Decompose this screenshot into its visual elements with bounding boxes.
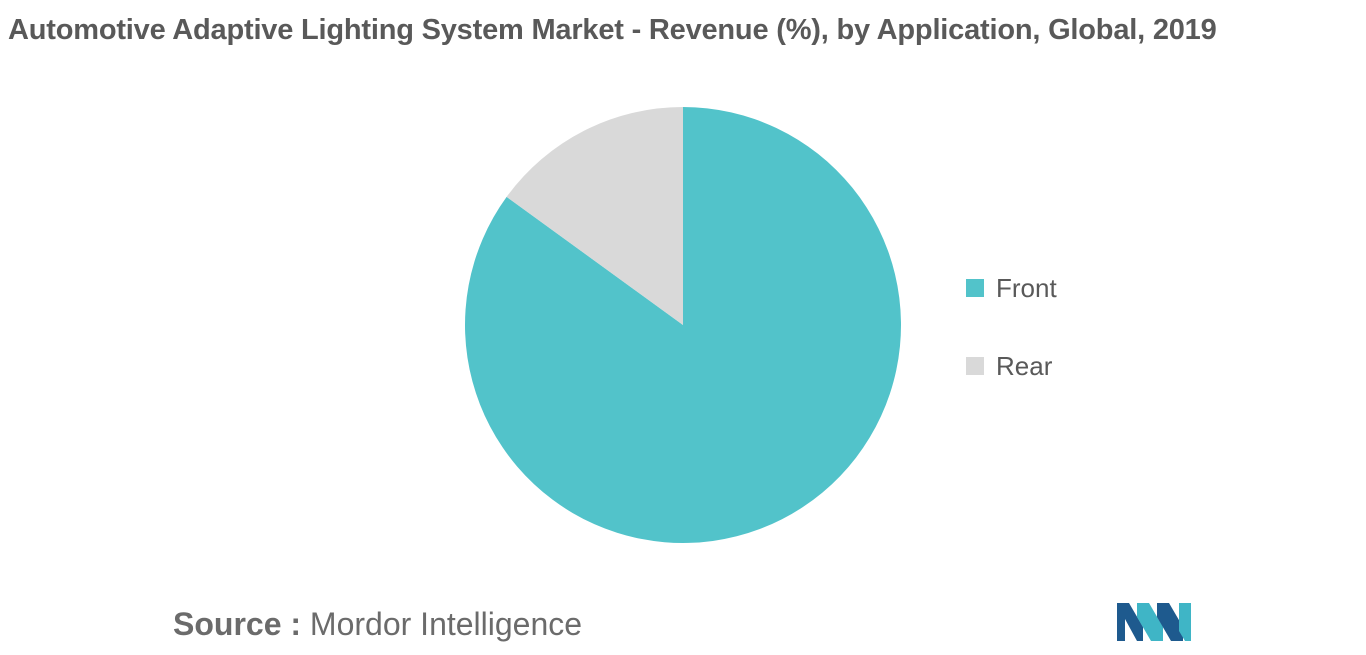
pie-slice-rear	[506, 106, 683, 325]
legend-swatch-front	[966, 279, 984, 297]
pie-slice-front	[464, 107, 901, 544]
legend-swatch-rear	[966, 357, 984, 375]
source-text: Mordor Intelligence	[309, 606, 583, 642]
chart-title: Automotive Adaptive Lighting System Mark…	[8, 14, 1217, 46]
legend-label-rear: Rear	[996, 350, 1053, 381]
source-label: Source :	[173, 606, 302, 642]
source-note: Source : Mordor Intelligence	[173, 606, 582, 643]
legend-item-rear: Rear	[966, 346, 1057, 386]
legend-label-front: Front	[996, 272, 1057, 303]
mordor-intelligence-logo-icon	[1117, 603, 1191, 641]
legend-item-front: Front	[966, 268, 1057, 308]
legend: Front Rear	[966, 268, 1057, 424]
